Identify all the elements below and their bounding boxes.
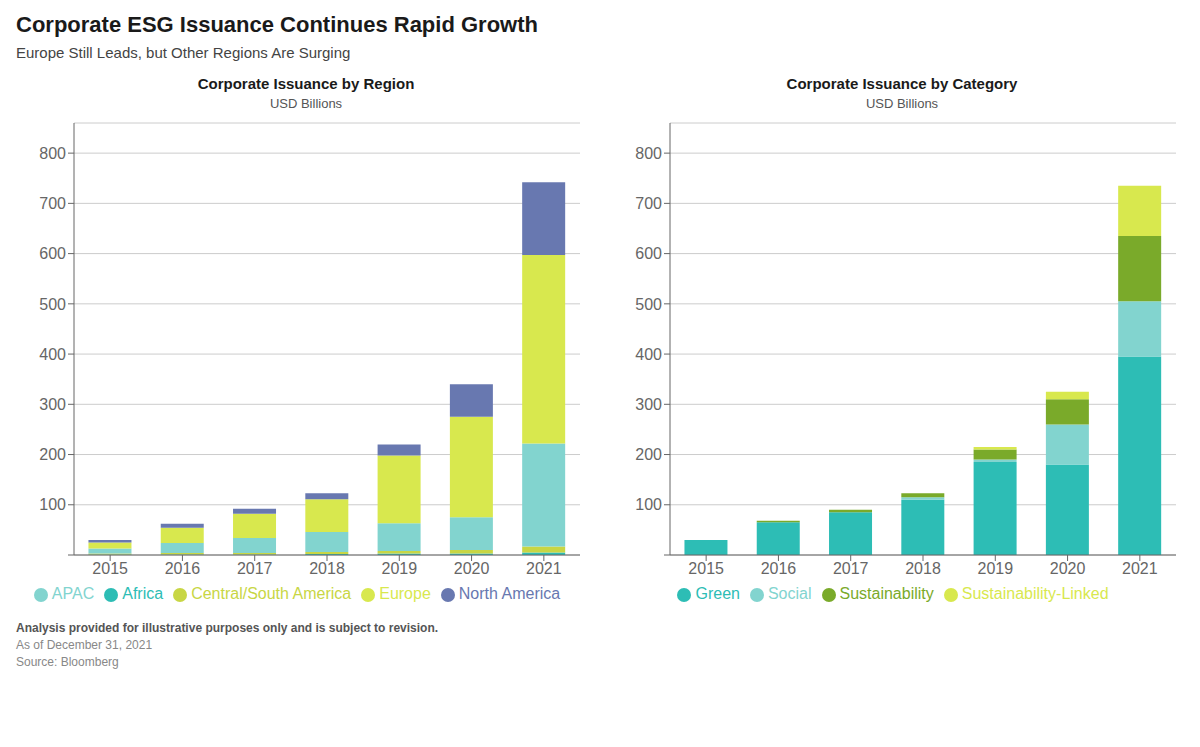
svg-text:2021: 2021 xyxy=(1122,560,1158,577)
html-text:North America: North America xyxy=(458,585,561,602)
svg-text:600: 600 xyxy=(635,245,662,262)
svg-text:400: 400 xyxy=(635,346,662,363)
svg-text:200: 200 xyxy=(635,446,662,463)
html-text:Sustainability-Linked: Sustainability-Linked xyxy=(961,585,1109,602)
html-text:USD Billions: USD Billions xyxy=(269,96,343,111)
html-text:Europe: Europe xyxy=(379,585,431,602)
html-text:Social: Social xyxy=(767,585,812,602)
svg-text:100: 100 xyxy=(635,496,662,513)
svg-text:100: 100 xyxy=(39,496,66,513)
svg-text:500: 500 xyxy=(635,296,662,313)
svg-text:600: 600 xyxy=(39,245,66,262)
html-text:Europe Still Leads, but Other: Europe Still Leads, but Other Regions Ar… xyxy=(16,44,351,61)
svg-text:2018: 2018 xyxy=(309,560,345,577)
svg-text:800: 800 xyxy=(635,145,662,162)
svg-text:300: 300 xyxy=(39,396,66,413)
html-text:Sustainability: Sustainability xyxy=(839,585,934,602)
svg-text:2017: 2017 xyxy=(833,560,869,577)
svg-text:200: 200 xyxy=(39,446,66,463)
svg-text:2016: 2016 xyxy=(165,560,201,577)
html-text:Source: Bloomberg: Source: Bloomberg xyxy=(16,655,119,669)
svg-text:2020: 2020 xyxy=(454,560,490,577)
svg-text:2015: 2015 xyxy=(688,560,724,577)
svg-text:300: 300 xyxy=(635,396,662,413)
svg-text:400: 400 xyxy=(39,346,66,363)
html-text:APAC: APAC xyxy=(51,585,95,602)
svg-text:700: 700 xyxy=(39,195,66,212)
svg-text:2016: 2016 xyxy=(761,560,797,577)
html-text:Analysis provided for illustra: Analysis provided for illustrative purpo… xyxy=(16,621,439,635)
svg-text:2018: 2018 xyxy=(905,560,941,577)
svg-text:700: 700 xyxy=(635,195,662,212)
html-text:Central/South America: Central/South America xyxy=(191,585,352,602)
html-text:As of December 31, 2021: As of December 31, 2021 xyxy=(16,638,153,652)
html-text:Corporate ESG Issuance Continu: Corporate ESG Issuance Continues Rapid G… xyxy=(16,12,538,37)
svg-text:2017: 2017 xyxy=(237,560,273,577)
html-text:USD Billions: USD Billions xyxy=(865,96,939,111)
html-text:Africa: Africa xyxy=(122,585,164,602)
html-text:Green: Green xyxy=(695,585,740,602)
svg-text:2021: 2021 xyxy=(526,560,562,577)
svg-text:2020: 2020 xyxy=(1050,560,1086,577)
svg-text:800: 800 xyxy=(39,145,66,162)
html-text:Corporate Issuance by Category: Corporate Issuance by Category xyxy=(786,75,1018,92)
svg-text:2015: 2015 xyxy=(92,560,128,577)
svg-text:500: 500 xyxy=(39,296,66,313)
html-text:Corporate Issuance by Region: Corporate Issuance by Region xyxy=(197,75,415,92)
svg-text:2019: 2019 xyxy=(977,560,1013,577)
svg-text:2019: 2019 xyxy=(381,560,417,577)
